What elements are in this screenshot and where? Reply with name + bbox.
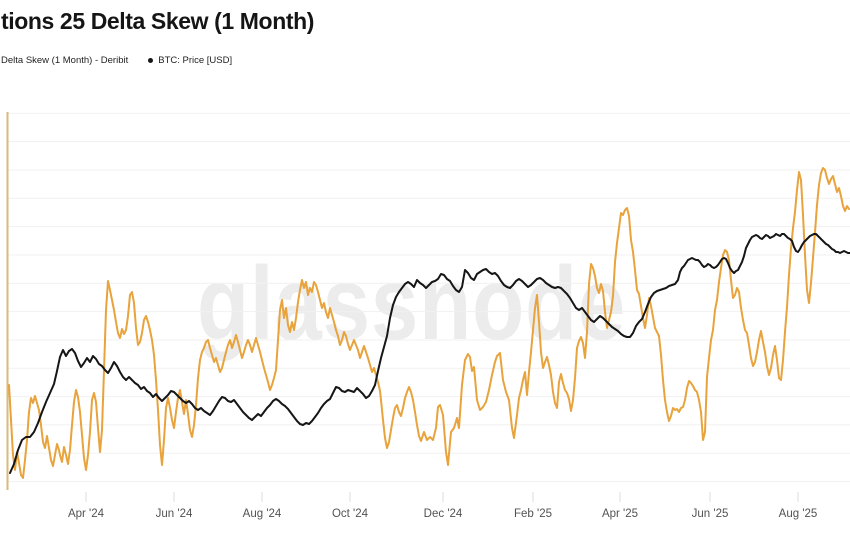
chart-legend: Delta Skew (1 Month) - Deribit BTC: Price… xyxy=(1,55,232,66)
x-axis-label: Jun '24 xyxy=(155,508,193,520)
x-axis-label: Apr '25 xyxy=(601,508,639,520)
x-axis-label: Aug '25 xyxy=(778,508,818,520)
legend-item-btc-price[interactable]: BTC: Price [USD] xyxy=(148,55,232,66)
btc-price-series-line xyxy=(9,233,850,474)
x-axis-label: Feb '25 xyxy=(514,508,552,520)
legend-item-skew[interactable]: Delta Skew (1 Month) - Deribit xyxy=(1,55,128,66)
x-axis-label: Dec '24 xyxy=(423,508,463,520)
legend-label: Delta Skew (1 Month) - Deribit xyxy=(1,55,129,66)
legend-dot-icon xyxy=(148,58,154,63)
x-axis-label: Aug '24 xyxy=(242,508,282,520)
x-axis: Apr '24 Jun '24 Aug '24 Oct '24 Dec '24 Feb '… xyxy=(0,508,850,528)
x-axis-label: Apr '24 xyxy=(67,508,105,520)
glassnode-watermark: glassnode xyxy=(197,246,627,362)
chart-title: tions 25 Delta Skew (1 Month) xyxy=(1,8,315,34)
skew-series-line xyxy=(8,167,850,479)
x-axis-label: Oct '24 xyxy=(331,508,369,520)
legend-label: BTC: Price [USD] xyxy=(158,55,233,66)
x-axis-label: Jun '25 xyxy=(691,508,729,520)
